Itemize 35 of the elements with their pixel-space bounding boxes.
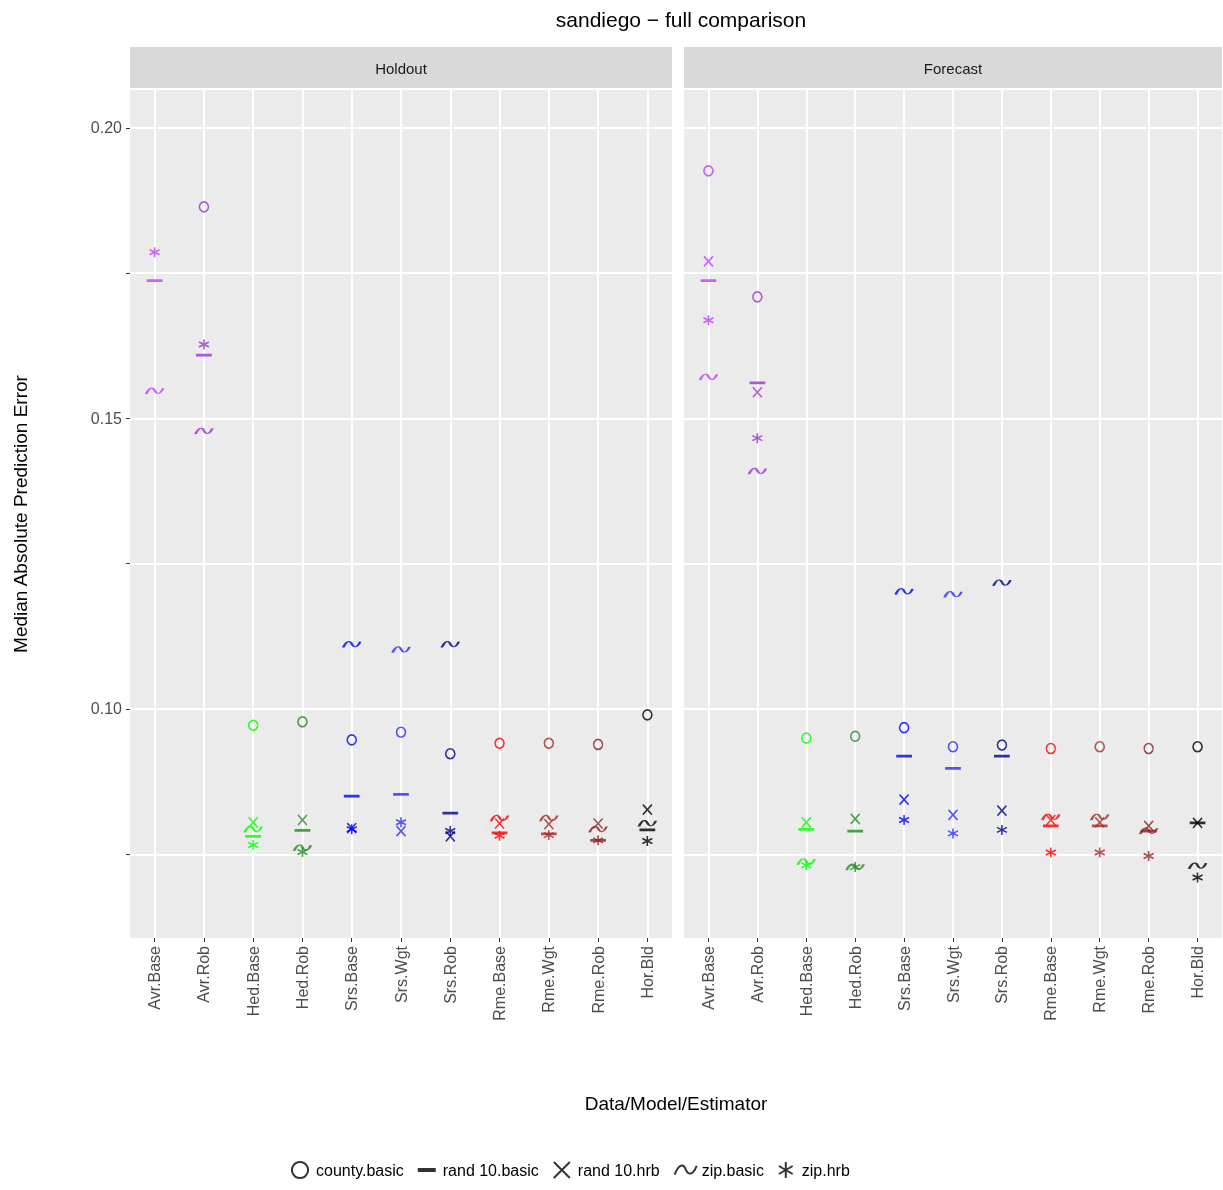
legend-label: zip.basic (701, 1161, 764, 1179)
x-axis-title: Data/Model/Estimator (584, 1092, 769, 1114)
x-tick-label: Hed.Rob (846, 945, 864, 1010)
y-tick-label: 0.20 (90, 119, 123, 137)
y-tick-label: 0.10 (90, 700, 123, 718)
x-tick-label: Hor.Bld (638, 946, 656, 999)
x-tick-label: Srs.Base (895, 945, 913, 1011)
x-tick-label: Rme.Wgt (540, 945, 558, 1013)
x-tick-label: Srs.Rob (993, 945, 1011, 1004)
x-tick-label: Avr.Base (699, 945, 717, 1010)
x-tick-label: Rme.Rob (589, 945, 607, 1014)
chart-subtitle: Holdout (375, 59, 428, 77)
x-tick-label: Hed.Rob (293, 945, 311, 1010)
y-tick-label: 0.15 (90, 409, 123, 427)
x-tick-label: Hed.Base (244, 945, 262, 1017)
x-tick-label: Srs.Base (343, 945, 361, 1011)
x-tick-label: Srs.Rob (441, 945, 459, 1004)
x-tick-label: Avr.Rob (195, 945, 213, 1003)
chart-title: sandiego − full comparison (555, 8, 807, 31)
legend-label: rand 10.basic (442, 1161, 539, 1179)
legend-label: zip.hrb (801, 1161, 850, 1179)
x-tick-label: Avr.Base (146, 945, 164, 1010)
x-tick-label: Rme.Wgt (1091, 945, 1109, 1013)
chart-subtitle: Forecast (923, 59, 983, 77)
legend-label: county.basic (316, 1161, 404, 1179)
x-tick-label: Hed.Base (797, 945, 815, 1017)
x-tick-label: Rme.Rob (1140, 945, 1158, 1014)
x-tick-label: Srs.Wgt (944, 945, 962, 1003)
x-tick-label: Hor.Bld (1189, 946, 1207, 999)
x-tick-label: Rme.Base (1042, 945, 1060, 1021)
y-axis-title: Median Absolute Prediction Error (10, 374, 31, 653)
legend-label: rand 10.hrb (577, 1161, 660, 1179)
x-tick-label: Avr.Rob (748, 945, 766, 1003)
x-tick-label: Srs.Wgt (392, 945, 410, 1003)
x-tick-label: Rme.Base (491, 945, 509, 1021)
